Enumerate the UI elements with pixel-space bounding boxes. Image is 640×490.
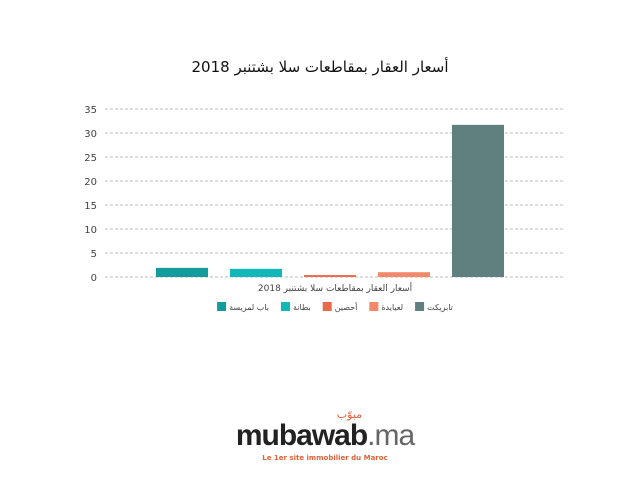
bar-chart: 0 5 10 15 20 25 30 35 أسعار العقار بمقاطعات سلا …: [84, 105, 565, 312]
y-tick-label: 0: [91, 273, 97, 284]
logo-tld: .ma: [367, 419, 415, 452]
legend-label: أحصين: [335, 302, 358, 312]
chart-title: أسعار العقار بمقاطعات سلا بشتنبر 2018: [191, 58, 449, 76]
y-tick-label: 15: [84, 201, 97, 212]
legend-swatch: [217, 302, 227, 311]
x-axis-label: أسعار العقار بمقاطعات سلا بشتنبر 2018: [258, 282, 412, 294]
legend-label: بطانة: [293, 303, 311, 312]
bar-3: [304, 275, 356, 277]
legend-swatch: [322, 302, 332, 311]
logo-name: mubawab: [235, 419, 368, 452]
bar-1: [156, 267, 208, 277]
y-tick-label: 30: [84, 129, 97, 140]
bar-4: [378, 272, 430, 277]
y-tick-label: 10: [84, 225, 97, 236]
bar-5: [452, 124, 504, 277]
y-tick-label: 5: [91, 249, 97, 260]
legend-swatch: [369, 302, 379, 311]
y-tick-label: 25: [84, 153, 97, 164]
legend-swatch: [415, 302, 425, 311]
legend-label: باب لمريسة: [229, 303, 269, 312]
logo-tagline: Le 1er site immobilier du Maroc: [262, 454, 388, 462]
legend-label: لعيايدة: [381, 303, 403, 312]
mubawab-logo: مبوّب mubawab.ma Le 1er site immobilier …: [230, 408, 420, 463]
legend-swatch: [280, 302, 290, 311]
bar-2: [230, 268, 282, 277]
legend-label: تابريكت: [427, 303, 453, 312]
y-tick-label: 20: [84, 177, 97, 188]
logo-arabic: مبوّب: [336, 408, 362, 421]
y-tick-label: 35: [84, 105, 97, 116]
